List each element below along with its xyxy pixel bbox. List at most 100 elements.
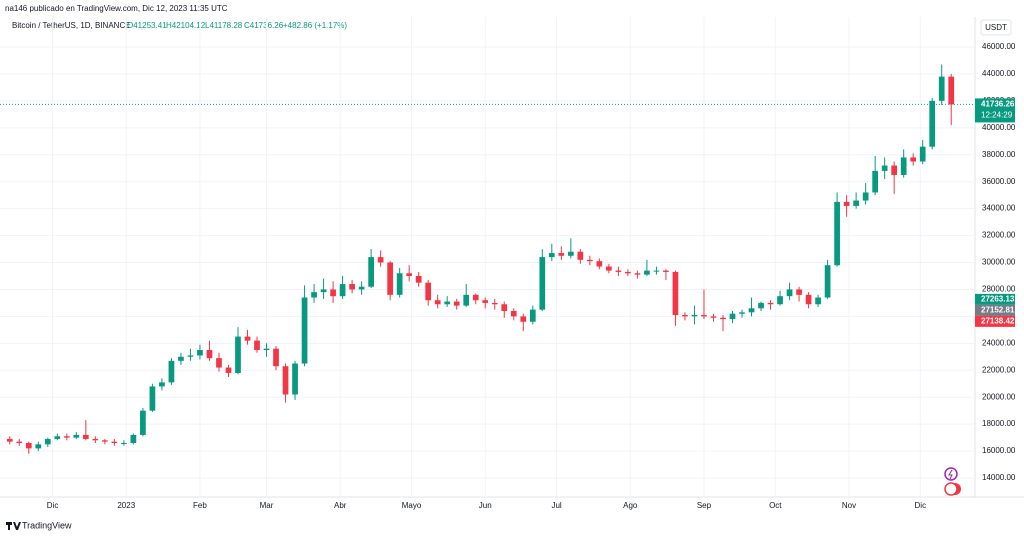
y-tick-label: 20000.00 <box>982 392 1016 401</box>
candle-body <box>73 434 80 438</box>
candle-body <box>710 316 717 318</box>
candle-body <box>453 301 460 306</box>
candle-body <box>159 382 165 387</box>
candle-body <box>805 294 812 305</box>
last-price-label: 41736.26 <box>981 100 1015 109</box>
low: L41178.28 <box>205 21 243 30</box>
candle-body <box>748 308 755 313</box>
candle-body <box>35 444 42 449</box>
y-tick-label: 32000.00 <box>982 231 1016 240</box>
y-tick-label: 18000.00 <box>982 419 1016 428</box>
candle-body <box>834 201 840 266</box>
candle-body <box>919 146 926 162</box>
currency-box[interactable] <box>980 19 1012 36</box>
x-tick-label: Nov <box>842 501 856 510</box>
y-tick-label: 44000.00 <box>982 69 1016 78</box>
event-icon[interactable] <box>944 467 958 481</box>
candle-body <box>444 301 451 305</box>
candle-body <box>263 348 270 351</box>
candle-body <box>948 76 955 105</box>
candle-body <box>187 355 194 357</box>
candle-body <box>843 201 850 206</box>
candle-body <box>244 336 251 341</box>
candle-body <box>558 253 565 256</box>
candle-body <box>891 165 898 175</box>
candle-body <box>701 315 707 317</box>
candle-body <box>653 270 660 272</box>
candle-body <box>910 157 917 162</box>
candle-body <box>491 302 498 305</box>
candle-body <box>6 438 13 442</box>
candle-body <box>644 270 650 275</box>
candle-body <box>758 302 764 309</box>
open: O41253.41 <box>127 21 167 30</box>
x-tick-label: Jul <box>551 501 561 510</box>
y-tick-label: 24000.00 <box>982 338 1016 347</box>
candle-body <box>320 289 327 293</box>
candle-body <box>729 313 736 320</box>
price-marker <box>975 315 1015 327</box>
countdown: 12:24:29 <box>981 111 1013 120</box>
y-tick-label: 40000.00 <box>982 123 1016 132</box>
candle-body <box>292 363 298 395</box>
candle-body <box>121 442 127 444</box>
candle-body <box>862 192 869 201</box>
y-tick-label: 22000.00 <box>982 365 1016 374</box>
candle-body <box>396 273 403 295</box>
price-marker-label: 27138.42 <box>981 316 1015 325</box>
candle-body <box>824 265 831 298</box>
candle-body <box>368 257 374 287</box>
candle-body <box>520 316 527 322</box>
symbol: Bitcoin / TetherUS, 1D, BINANCE <box>12 21 131 30</box>
candle-body <box>434 300 441 305</box>
candle-body <box>178 356 184 361</box>
y-tick-label: 46000.00 <box>982 42 1016 51</box>
price-marker-label: 27152.81 <box>981 305 1015 314</box>
x-tick-label: Dic <box>915 501 927 510</box>
candle-body <box>720 317 726 320</box>
candle-body <box>739 312 745 314</box>
candle-body <box>777 296 783 305</box>
candle-body <box>853 200 859 206</box>
candle-body <box>92 438 99 441</box>
candle-body <box>330 289 336 297</box>
candle-body <box>358 286 365 290</box>
candle-body <box>130 434 137 443</box>
candle-body <box>529 309 536 322</box>
candle-body <box>44 438 51 445</box>
brand: TradingView <box>6 520 72 530</box>
candle-body <box>273 348 279 367</box>
candle-body <box>796 289 802 295</box>
candle-body <box>691 315 698 317</box>
y-tick-label: 28000.00 <box>982 285 1016 294</box>
candle-body <box>663 270 669 272</box>
x-tick-label: Oct <box>769 501 782 510</box>
candle-body <box>786 289 793 297</box>
candle-body <box>102 440 108 442</box>
candle-body <box>929 100 936 147</box>
candle-body <box>216 358 222 368</box>
price-marker-label: 27263.13 <box>981 294 1015 303</box>
candle-body <box>377 257 384 263</box>
flag-icon[interactable] <box>944 482 958 496</box>
x-tick-label: Mayo <box>402 501 422 510</box>
candle-body <box>311 292 317 298</box>
y-tick-label: 36000.00 <box>982 177 1016 186</box>
candle-body <box>815 297 821 305</box>
candle-body <box>625 271 631 274</box>
candle-body <box>111 441 118 443</box>
candle-body <box>349 284 355 290</box>
x-tick-label: Sep <box>697 501 712 510</box>
candle-body <box>168 360 175 383</box>
change: +482.86 (+1.17%) <box>283 21 347 30</box>
y-tick-label: 14000.00 <box>982 473 1016 482</box>
candle-body <box>406 273 413 276</box>
candle-body <box>672 271 679 316</box>
candle-body <box>140 410 146 435</box>
candle-body <box>206 350 213 359</box>
candle-body <box>510 310 517 317</box>
candle-body <box>596 261 603 267</box>
candle-body <box>149 386 156 411</box>
candle-body <box>82 434 89 439</box>
currency[interactable]: USDT <box>985 23 1007 32</box>
